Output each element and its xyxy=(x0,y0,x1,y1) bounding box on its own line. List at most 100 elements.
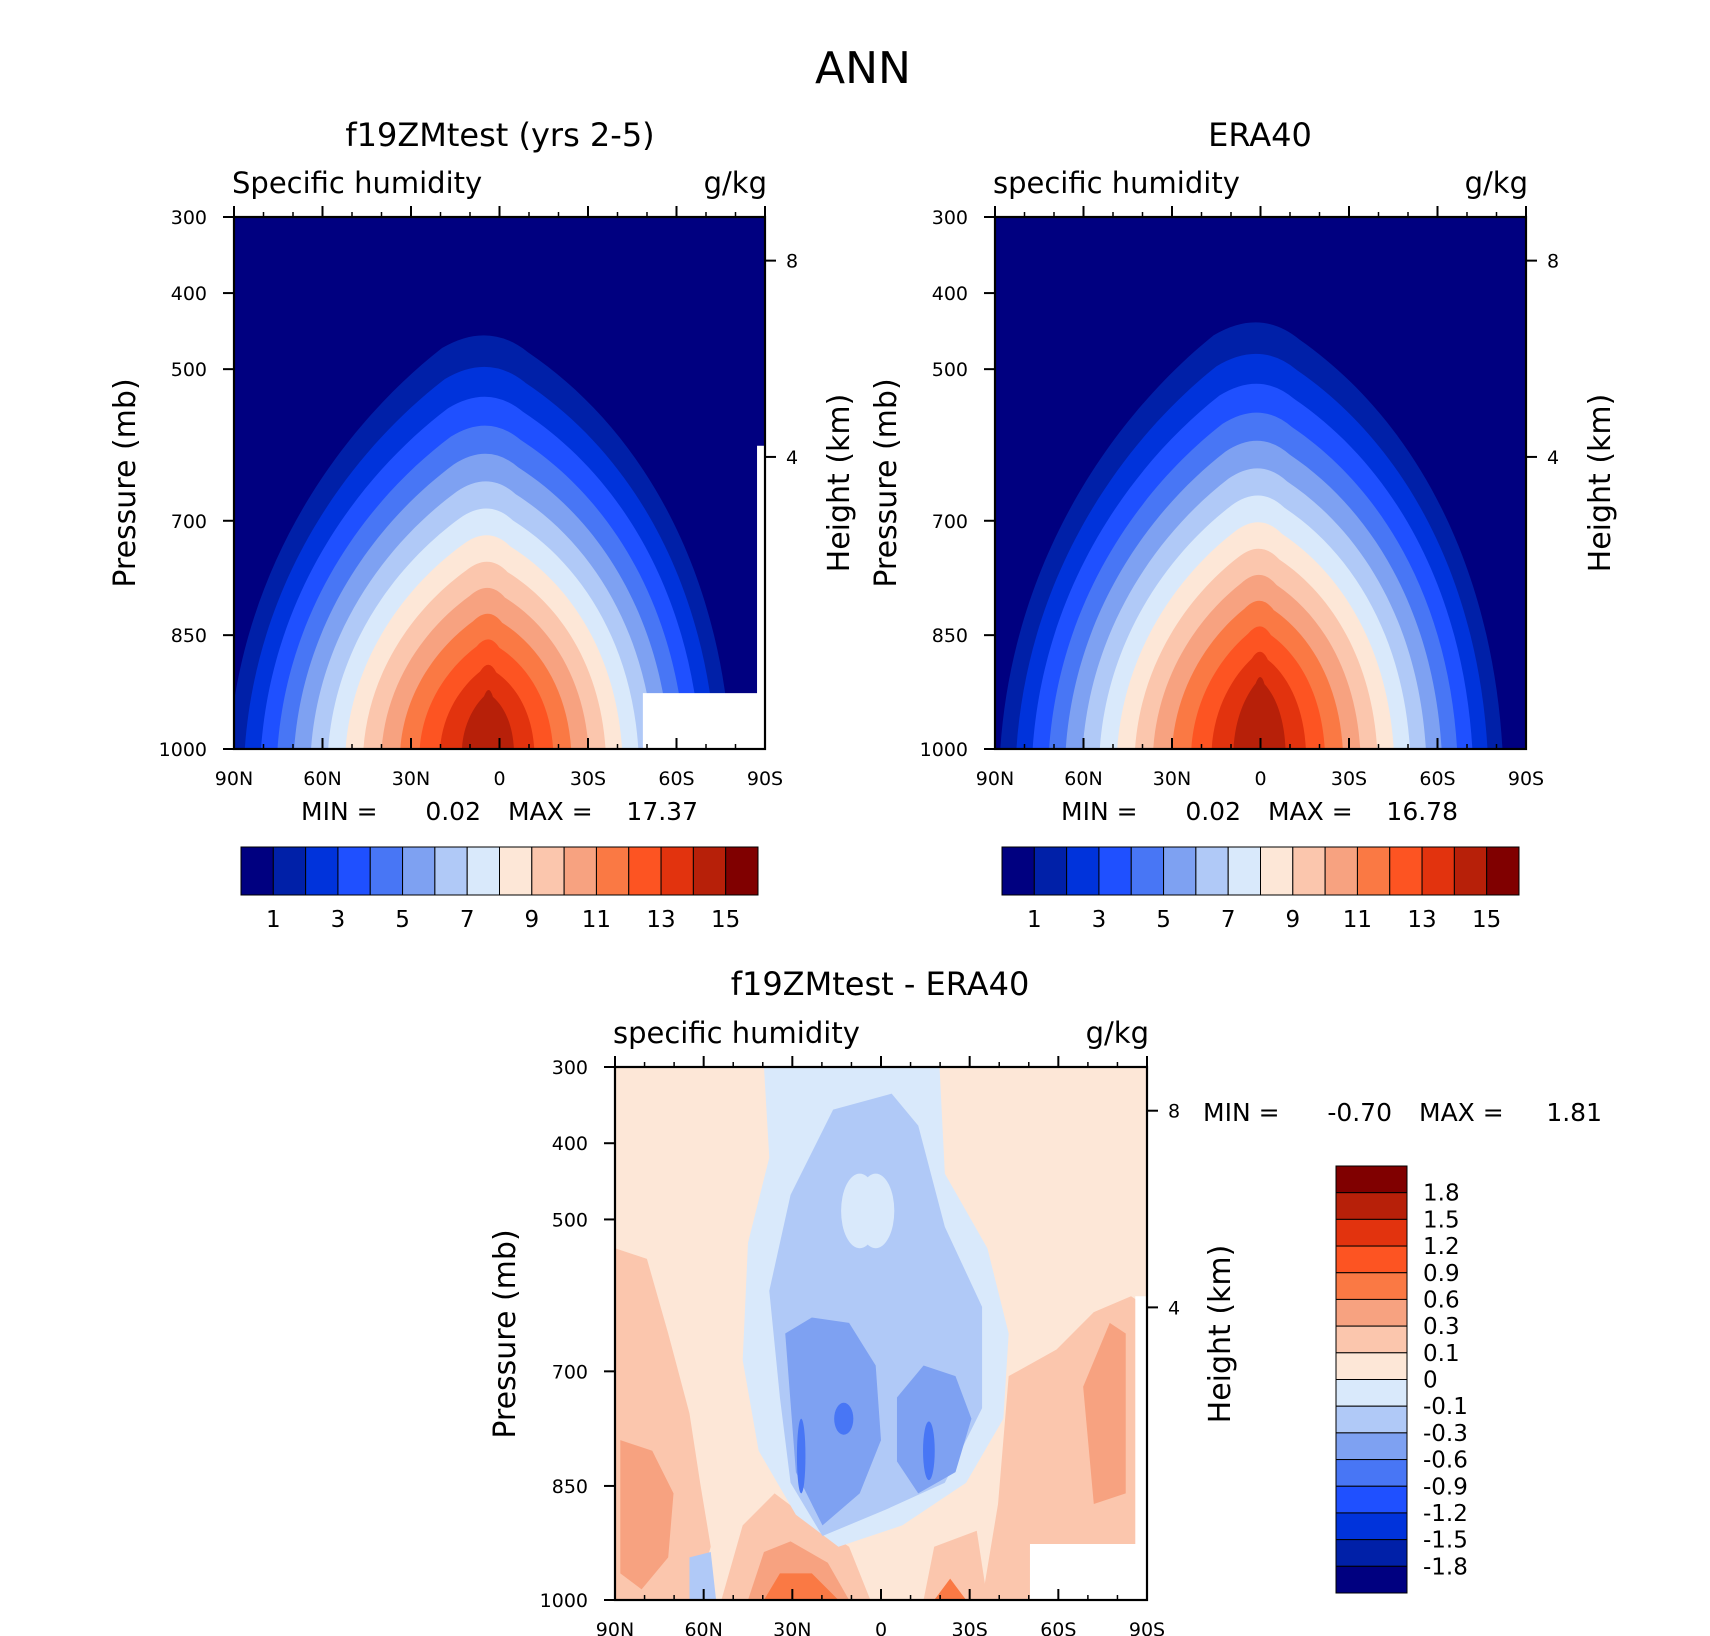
panel-diff-axes: 90N 60N 30N 0 30S 60S 90S 300 400 500 700 850 1000 8 4 xyxy=(540,1056,1180,1636)
neg-peak-north-b xyxy=(796,1418,806,1494)
colorbar-label: -0.6 xyxy=(1423,1448,1468,1474)
colorbar-box xyxy=(1292,846,1326,896)
x-tick-label: 0 xyxy=(1254,768,1266,790)
y-right-tick-label: 4 xyxy=(1547,447,1559,469)
colorbar-box xyxy=(1335,1485,1408,1514)
x-tick-label: 60N xyxy=(684,1619,722,1636)
neg-core-south xyxy=(896,1365,972,1494)
panel-diff-max-label: MAX = xyxy=(1419,1098,1504,1127)
colorbar-label: -1.2 xyxy=(1423,1501,1468,1527)
colorbar-box xyxy=(1066,846,1100,896)
x-tick-label: 90N xyxy=(976,768,1014,790)
colorbar-box xyxy=(1098,846,1132,896)
colorbar-box xyxy=(1453,846,1488,896)
x-tick-label: 30N xyxy=(773,1619,811,1636)
neg-hole-b xyxy=(841,1173,879,1249)
neg-surface-pocket xyxy=(689,1552,717,1600)
y-tick-label: 700 xyxy=(552,1361,588,1383)
colorbar-label: 0.6 xyxy=(1423,1287,1460,1313)
colorbar-label: 7 xyxy=(460,907,475,933)
colorbar-label: 1.2 xyxy=(1423,1234,1460,1260)
colorbar-box xyxy=(1335,1245,1408,1274)
panel-model: f19ZMtest (yrs 2-5) Specific humidity g/… xyxy=(108,116,857,933)
missing-data-region xyxy=(642,693,765,749)
colorbar-label: 0.3 xyxy=(1423,1314,1460,1340)
colorbar-box xyxy=(1486,846,1520,896)
y-tick-label: 700 xyxy=(171,511,207,533)
y-tick-label: 1000 xyxy=(159,739,207,761)
x-tick-label: 60N xyxy=(303,768,341,790)
x-tick-label: 60N xyxy=(1064,768,1102,790)
panel-diff-max-value: 1.81 xyxy=(1546,1098,1602,1127)
panel-obs-colorbar: 1 3 5 7 9 11 13 15 xyxy=(1001,846,1520,933)
colorbar-label: 7 xyxy=(1221,907,1236,933)
colorbar-box xyxy=(1335,1512,1408,1541)
colorbar-label: -0.3 xyxy=(1423,1421,1468,1447)
y-tick-label: 850 xyxy=(171,625,207,647)
colorbar-box xyxy=(1335,1432,1408,1461)
colorbar-box xyxy=(1335,1352,1408,1380)
colorbar-label: 13 xyxy=(646,907,675,933)
colorbar-label: 3 xyxy=(331,907,346,933)
neg-core-north xyxy=(785,1317,881,1526)
colorbar-box xyxy=(628,846,662,896)
panel-diff-min-label: MIN = xyxy=(1203,1098,1280,1127)
y-right-tick-label: 8 xyxy=(1547,251,1559,273)
colorbar-label: 9 xyxy=(1285,907,1300,933)
colorbar-box xyxy=(466,846,500,896)
panel-model-ylabel-right: Height (km) xyxy=(822,394,857,573)
colorbar-box xyxy=(1260,846,1294,896)
neg-peak-north-a xyxy=(834,1402,854,1435)
panel-diff-title: f19ZMtest - ERA40 xyxy=(731,965,1030,1003)
panel-model-ylabel: Pressure (mb) xyxy=(108,378,143,587)
colorbar-box xyxy=(1335,1165,1408,1194)
colorbar-box xyxy=(1335,1218,1408,1247)
y-right-tick-label: 4 xyxy=(786,447,798,469)
colorbar-box xyxy=(563,846,597,896)
colorbar-box xyxy=(1335,1459,1408,1487)
panel-obs-min-label: MIN = xyxy=(1061,797,1138,826)
colorbar-label: 9 xyxy=(524,907,539,933)
y-right-tick-label: 8 xyxy=(1168,1101,1180,1123)
y-tick-label: 500 xyxy=(552,1209,588,1231)
panel-obs-ylabel-right: Height (km) xyxy=(1583,394,1618,573)
colorbar-box xyxy=(305,846,339,896)
y-tick-label: 1000 xyxy=(540,1590,588,1612)
panel-diff-plot-area xyxy=(615,1067,1147,1600)
colorbar-box xyxy=(1033,846,1068,896)
panel-model-min-label: MIN = xyxy=(301,797,378,826)
x-tick-label: 90N xyxy=(215,768,253,790)
colorbar-box xyxy=(1335,1325,1408,1354)
panel-obs-min-value: 0.02 xyxy=(1185,797,1241,826)
panel-obs-plot-area xyxy=(995,217,1526,749)
x-tick-label: 90S xyxy=(1129,1619,1165,1636)
colorbar-label: 11 xyxy=(582,907,611,933)
panel-model-title: f19ZMtest (yrs 2-5) xyxy=(345,116,654,154)
panel-diff-ylabel: Pressure (mb) xyxy=(488,1229,523,1438)
colorbar-box xyxy=(595,846,630,896)
colorbar-box xyxy=(272,846,307,896)
colorbar-label: 3 xyxy=(1092,907,1107,933)
missing-data-strip xyxy=(757,445,765,749)
panel-obs-left-string: specific humidity xyxy=(993,166,1240,200)
colorbar-label: 1.8 xyxy=(1423,1181,1460,1207)
colorbar-box xyxy=(1335,1298,1408,1327)
panel-obs-ylabel: Pressure (mb) xyxy=(869,378,904,587)
colorbar-label: 5 xyxy=(1156,907,1171,933)
colorbar-box xyxy=(499,846,533,896)
panel-obs-title: ERA40 xyxy=(1208,116,1312,154)
colorbar-label: 11 xyxy=(1343,907,1372,933)
colorbar-box xyxy=(725,846,759,896)
x-tick-label: 60S xyxy=(1419,768,1455,790)
y-tick-label: 850 xyxy=(932,625,968,647)
panel-model-max-label: MAX = xyxy=(508,797,593,826)
colorbar-label: 1 xyxy=(266,907,281,933)
panel-obs-max-value: 16.78 xyxy=(1386,797,1458,826)
panel-model-left-string: Specific humidity xyxy=(232,166,482,200)
colorbar-box xyxy=(1389,846,1423,896)
colorbar-label: 0.1 xyxy=(1423,1341,1460,1367)
colorbar-box xyxy=(1335,1539,1408,1567)
colorbar-label: 15 xyxy=(1472,907,1501,933)
y-right-tick-label: 4 xyxy=(1168,1297,1180,1319)
